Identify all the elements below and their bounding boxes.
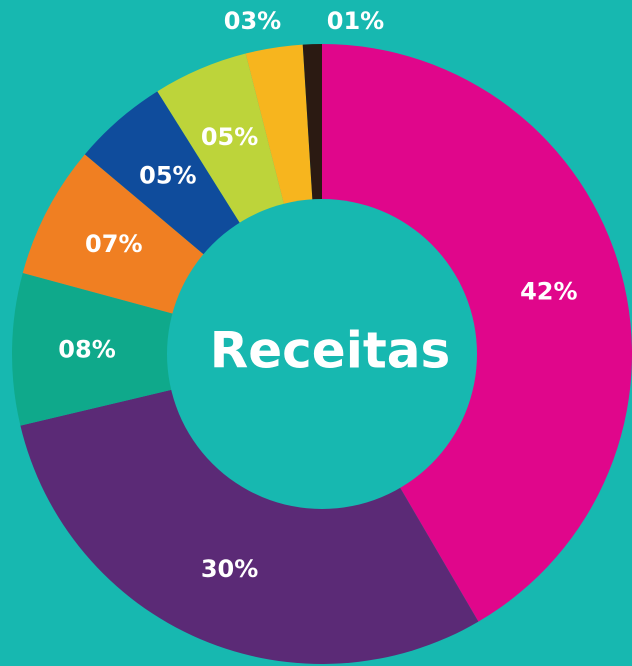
slice [11,272,322,426]
slice-label: 42% [520,278,577,306]
slice-label: 01% [327,7,384,35]
slice-label: 07% [85,230,142,258]
slice-label: 05% [201,123,258,151]
chart-title: Receitas [210,322,451,380]
slice-label: 05% [139,162,196,190]
slice-label: 30% [201,555,258,583]
slice-label: 03% [224,7,281,35]
slice-label: 08% [58,335,115,363]
donut-hole [167,199,477,509]
